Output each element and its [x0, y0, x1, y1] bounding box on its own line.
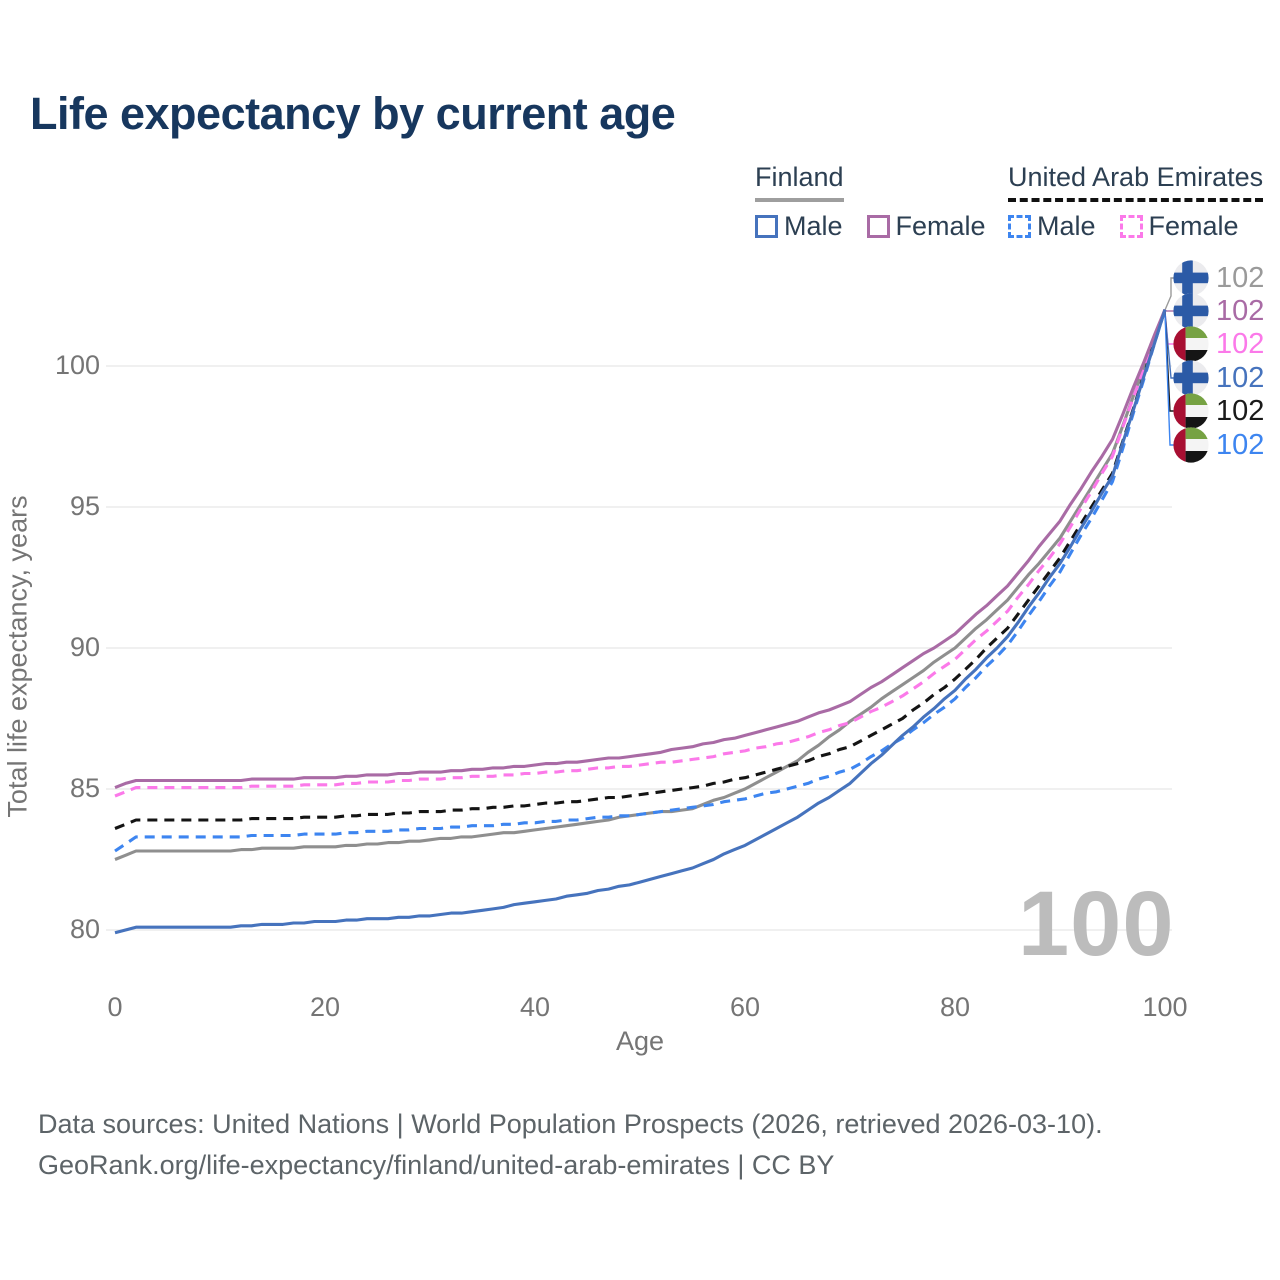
- uae-flag-icon: [1173, 427, 1209, 463]
- legend-item-label: Male: [1037, 211, 1096, 241]
- uae-male-swatch-icon: [1008, 215, 1031, 238]
- finland-flag-icon: [1173, 293, 1209, 329]
- y-tick-100: 100: [54, 350, 100, 380]
- x-tick-60: 60: [729, 992, 761, 1022]
- footer-sources-line: Data sources: United Nations | World Pop…: [38, 1109, 1103, 1139]
- legend-finland-title: Finland: [755, 162, 844, 202]
- end-value-label: 102: [1216, 394, 1265, 427]
- uae-flag-icon: [1173, 326, 1209, 362]
- footer: Data sources: United Nations | World Pop…: [38, 1104, 1103, 1186]
- legend-item-label: Male: [784, 211, 843, 241]
- y-tick-90: 90: [69, 632, 100, 662]
- x-tick-20: 20: [309, 992, 341, 1022]
- legend-group-finland: Finland Male Female: [755, 162, 1010, 242]
- x-tick-100: 100: [1142, 992, 1188, 1022]
- y-tick-95: 95: [69, 491, 100, 521]
- uae-flag-icon: [1173, 427, 1209, 463]
- end-label-row: 102: [1173, 393, 1264, 429]
- uae-flag-icon: [1173, 393, 1209, 429]
- finland-female-swatch-icon: [866, 215, 890, 238]
- legend-item-finland-female[interactable]: Female: [866, 211, 986, 242]
- uae-female-swatch-icon: [1119, 215, 1143, 238]
- legend-finland-items: Male Female: [755, 211, 1010, 242]
- y-tick-85: 85: [69, 773, 100, 803]
- finland-flag-icon: [1173, 360, 1209, 396]
- finland-flag-icon: [1173, 260, 1209, 296]
- series-line-finland-male: [114, 309, 1167, 935]
- legend-uae-title: United Arab Emirates: [1008, 162, 1264, 202]
- end-value-label: 102: [1216, 428, 1265, 461]
- legend-item-uae-female[interactable]: Female: [1119, 211, 1239, 242]
- legend-item-finland-male[interactable]: Male: [755, 211, 843, 242]
- series-line-uae-male: [114, 309, 1167, 853]
- uae-flag-icon: [1173, 326, 1209, 362]
- end-value-label: 102: [1216, 261, 1265, 294]
- legend-uae-items: Male Female: [1008, 211, 1263, 242]
- finland-flag-icon: [1173, 360, 1209, 396]
- x-tick-40: 40: [519, 992, 551, 1022]
- x-tick-0: 0: [107, 992, 123, 1022]
- series-line-finland-female: [114, 309, 1167, 790]
- end-value-label: 102: [1216, 361, 1265, 394]
- y-axis-title: Total life expectancy, years: [2, 495, 33, 818]
- series-line-uae-total: [114, 309, 1167, 830]
- footer-attribution-line: GeoRank.org/life-expectancy/finland/unit…: [38, 1150, 835, 1180]
- end-value-label: 102: [1216, 294, 1265, 327]
- finland-male-swatch-icon: [755, 215, 778, 238]
- end-label-row: 102: [1173, 260, 1264, 296]
- legend-item-uae-male[interactable]: Male: [1008, 211, 1096, 242]
- legend-item-label: Female: [895, 211, 986, 241]
- series-line-uae-female: [114, 309, 1167, 798]
- x-tick-80: 80: [939, 992, 971, 1022]
- x-axis-title: Age: [615, 1026, 665, 1056]
- end-label-row: 102: [1173, 360, 1264, 396]
- legend-item-label: Female: [1148, 211, 1239, 241]
- legend-group-uae: United Arab Emirates Male Female: [1008, 162, 1264, 242]
- uae-flag-icon: [1173, 393, 1209, 429]
- end-label-row: 102: [1173, 427, 1264, 463]
- end-value-label: 102: [1216, 327, 1265, 360]
- page-title: Life expectancy by current age: [30, 88, 676, 139]
- watermark-100: 100: [1018, 873, 1175, 975]
- finland-flag-icon: [1173, 260, 1209, 296]
- end-label-row: 102: [1173, 326, 1264, 362]
- finland-flag-icon: [1173, 293, 1209, 329]
- y-tick-80: 80: [69, 914, 100, 944]
- end-label-row: 102: [1173, 293, 1264, 329]
